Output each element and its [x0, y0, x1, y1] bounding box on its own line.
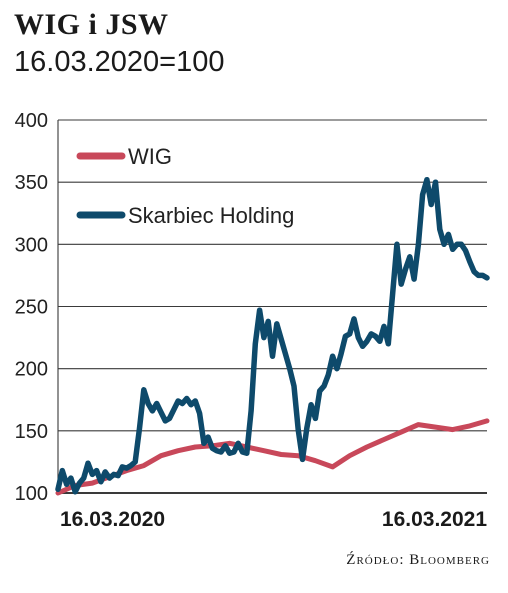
- y-tick-label: 200: [15, 359, 48, 381]
- legend-label: Skarbiec Holding: [128, 203, 294, 228]
- chart-subtitle: 16.03.2020=100: [14, 46, 225, 78]
- x-axis-ticks: 16.03.2020 16.03.2021: [60, 508, 487, 531]
- y-axis-ticks: 100 150 200 250 300 350 400: [15, 110, 48, 505]
- y-tick-label: 250: [15, 297, 48, 319]
- y-tick-label: 150: [15, 421, 48, 443]
- x-tick-label: 16.03.2021: [382, 508, 487, 531]
- series-lines: [55, 176, 490, 496]
- chart-title: WIG i JSW: [14, 8, 169, 41]
- y-tick-label: 400: [15, 110, 48, 132]
- source-note: Źródło: Bloomberg: [346, 552, 490, 568]
- legend-label: WIG: [128, 144, 172, 169]
- y-tick-label: 350: [15, 172, 48, 194]
- series-line-skarbiec-holding: [55, 176, 490, 495]
- legend: WIG Skarbiec Holding: [76, 144, 294, 228]
- y-tick-label: 100: [15, 483, 48, 505]
- x-tick-label: 16.03.2020: [60, 508, 165, 531]
- grid-lines: [57, 119, 487, 494]
- series-line-wig: [55, 418, 490, 496]
- y-tick-label: 300: [15, 234, 48, 256]
